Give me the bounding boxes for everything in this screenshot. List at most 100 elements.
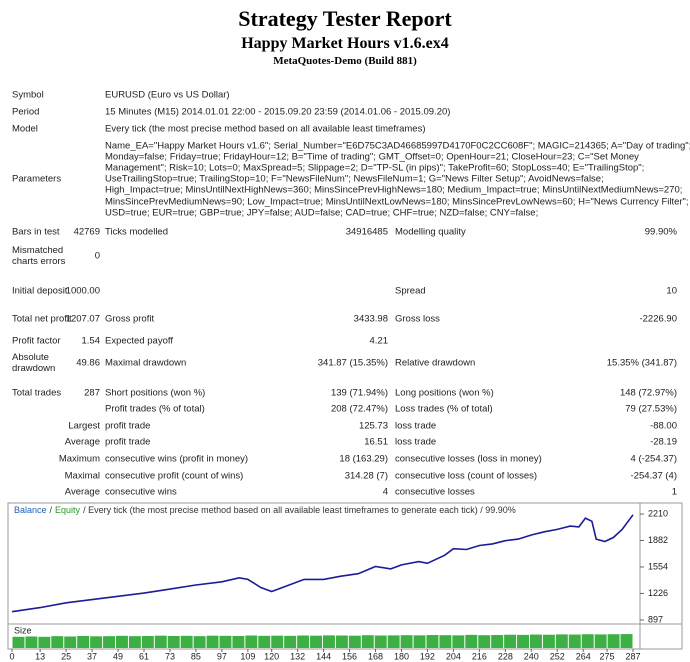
size-bar [297,635,310,648]
x-tick-label: 120 [264,651,279,661]
legend: Balance / Equity / Every tick (the most pre… [14,505,516,515]
stat-value: 49.86 [76,357,100,369]
x-tick-label: 240 [524,651,539,661]
size-bar [491,635,504,648]
size-bar [206,635,219,648]
stat-value: 0 [94,250,100,262]
stat-label: Loss trades (% of total) [395,403,493,415]
size-bar [167,636,180,648]
report-subtitle: Happy Market Hours v1.6.ex4 [241,35,449,52]
stat-value: 139 (71.94%) [330,387,388,399]
size-bar [542,634,555,648]
server-info: MetaQuotes-Demo (Build 881) [273,55,417,67]
size-bar [245,635,258,648]
x-tick-label: 144 [316,651,331,661]
stat-value: 18 (163.29) [339,453,388,465]
size-bar [568,634,581,648]
size-bar [116,635,128,648]
balance-line [11,514,634,613]
size-bar [387,635,400,648]
x-tick-label: 97 [217,651,227,661]
size-bar [154,635,167,648]
size-bar [555,634,568,648]
size-bar [452,635,465,648]
x-tick-label: 216 [472,651,487,661]
size-bar [180,635,193,648]
stat-value: 3433.98 [353,313,388,325]
size-bar [310,635,322,648]
size-bar [413,635,426,648]
size-bar [12,636,25,648]
stat-value: 1.54 [81,335,101,347]
x-tick-label: 228 [498,651,513,661]
info-label: Symbol [12,89,44,101]
y-tick-label: 1554 [648,561,668,571]
stat-label: Average [64,486,100,498]
size-bar [193,636,206,648]
size-bar [400,635,413,648]
y-tick-label: 1226 [648,588,668,598]
size-bar [103,636,115,648]
size-bar [594,634,607,648]
stat-label: Largest [68,420,100,432]
stat-value: -254.37 (4) [630,470,677,482]
size-bar [141,636,154,648]
size-bar [90,636,103,648]
size-bar [51,636,64,648]
stat-label: Mismatched charts errors [12,245,66,267]
stat-value: 42769 [73,226,100,238]
stat-value: 99.90% [644,226,677,238]
parameters-line: MinsSincePrevMediumNews=90; Low_Impact=t… [105,196,689,207]
size-bar [620,634,633,648]
stat-value: 15.35% (341.87) [606,357,677,369]
parameters-line: UseTrailingStop=true; TrailingStop=10; F… [105,173,604,185]
stat-label: Absolute drawdown [12,352,56,374]
stat-value: 10 [666,285,677,297]
report-title: Strategy Tester Report [238,6,452,31]
stat-value: -28.19 [650,436,677,448]
size-bar [271,635,284,648]
size-bar [323,635,335,648]
x-tick-label: 192 [420,651,435,661]
stat-value: 314.28 (7) [344,470,388,482]
info-label: Period [12,106,40,118]
stat-value: 34916485 [345,226,388,238]
stat-label: consecutive wins (profit in money) [105,453,249,465]
size-label: Size [14,625,32,635]
stat-label: Expected payoff [105,335,173,347]
stat-label: Average [64,436,100,448]
size-bar [478,635,491,648]
x-tick-label: 0 [9,651,14,661]
stat-label: Profit factor [12,335,61,347]
stat-label: Total net profit [12,313,72,325]
parameters-line: High_Impact=true; MinsUntilNextHighNews=… [105,184,683,196]
info-value: EURUSD (Euro vs US Dollar) [105,89,230,101]
stat-label: Long positions (won %) [395,387,494,399]
stat-label: consecutive wins [105,486,177,498]
stat-label: Profit trades (% of total) [105,403,205,415]
x-tick-label: 73 [165,651,175,661]
parameters-line: Management"; Risk=10; Lots=0; MaxSpread=… [105,162,645,174]
stat-label: Gross loss [395,313,440,325]
stat-value: 125.73 [358,420,388,432]
y-tick-label: 2210 [648,508,668,518]
stat-label: consecutive losses [395,486,475,498]
size-bar [581,634,594,648]
stat-label: Relative drawdown [395,357,476,369]
stat-label: Total trades [12,387,62,399]
size-bar [219,635,232,648]
stat-value: 287 [84,387,100,399]
size-bar [258,635,271,648]
size-bar [38,636,51,648]
size-bar [77,636,90,648]
stat-value: 1207.07 [65,313,100,325]
stat-label: Ticks modelled [105,226,169,238]
stat-value: 4.21 [369,335,389,347]
stat-value: 1 [671,486,677,498]
x-tick-label: 275 [600,651,615,661]
x-tick-label: 204 [446,651,461,661]
legend-entry: / Every tick (the most precise method ba… [83,505,516,515]
stat-value: 148 (72.97%) [619,387,677,399]
stat-value: 1000.00 [65,285,100,297]
x-tick-label: 13 [35,651,45,661]
